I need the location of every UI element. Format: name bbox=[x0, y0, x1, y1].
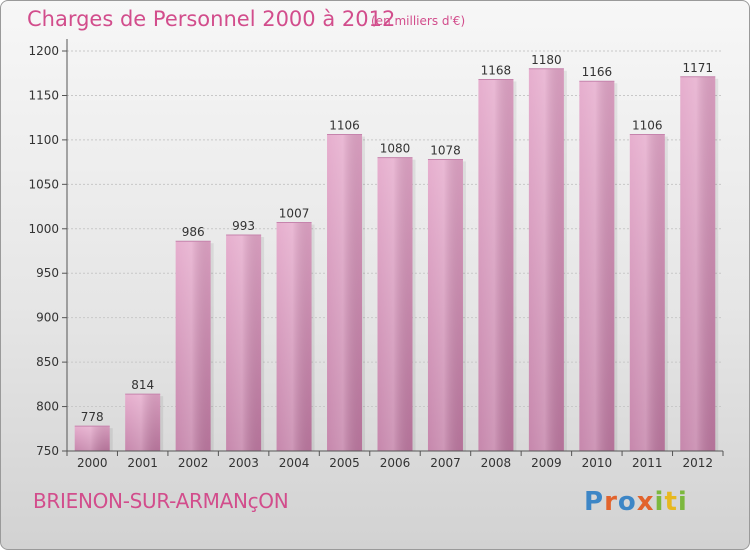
x-tick-label: 2006 bbox=[380, 456, 411, 470]
data-label: 1106 bbox=[329, 119, 360, 133]
data-label: 993 bbox=[232, 219, 255, 233]
bar-highlight bbox=[175, 241, 211, 451]
data-label: 1106 bbox=[632, 119, 663, 133]
x-tick-label: 2003 bbox=[228, 456, 259, 470]
data-label: 1171 bbox=[682, 61, 713, 75]
y-tick-label: 1100 bbox=[28, 133, 59, 147]
y-tick-label: 800 bbox=[36, 400, 59, 414]
y-tick-label: 1150 bbox=[28, 88, 59, 102]
y-tick-label: 1000 bbox=[28, 222, 59, 236]
data-label: 778 bbox=[81, 410, 104, 424]
y-tick-label: 850 bbox=[36, 355, 59, 369]
x-tick-label: 2009 bbox=[531, 456, 562, 470]
data-label: 814 bbox=[131, 378, 154, 392]
y-tick-label: 750 bbox=[36, 444, 59, 458]
x-tick-label: 2002 bbox=[178, 456, 209, 470]
y-tick-label: 950 bbox=[36, 266, 59, 280]
bar-highlight bbox=[528, 68, 564, 452]
bar-highlight bbox=[579, 81, 615, 451]
data-label: 1168 bbox=[481, 63, 512, 77]
x-tick-label: 2000 bbox=[77, 456, 108, 470]
x-tick-label: 2007 bbox=[430, 456, 461, 470]
chart-title: Charges de Personnel 2000 à 2012 bbox=[27, 7, 396, 31]
bar-highlight bbox=[680, 76, 716, 452]
bar-highlight bbox=[629, 134, 665, 452]
bar-highlight bbox=[226, 235, 262, 451]
x-tick-label: 2004 bbox=[279, 456, 310, 470]
chart-subtitle: (en milliers d'€) bbox=[371, 14, 466, 28]
x-tick-label: 2001 bbox=[127, 456, 158, 470]
data-label: 1166 bbox=[582, 65, 613, 79]
x-tick-label: 2005 bbox=[329, 456, 360, 470]
data-label: 1007 bbox=[279, 207, 310, 221]
bar-highlight bbox=[377, 157, 413, 451]
bar-highlight bbox=[74, 426, 110, 451]
y-tick-label: 1200 bbox=[28, 44, 59, 58]
x-tick-label: 2010 bbox=[582, 456, 613, 470]
bar-highlight bbox=[125, 394, 161, 451]
bar-highlight bbox=[427, 159, 463, 451]
y-tick-label: 900 bbox=[36, 311, 59, 325]
bar-highlight bbox=[478, 79, 514, 451]
y-tick-label: 1050 bbox=[28, 177, 59, 191]
bar-highlight bbox=[327, 134, 363, 452]
data-label: 1080 bbox=[380, 142, 411, 156]
proxiti-logo: Proxiti bbox=[584, 487, 688, 517]
x-tick-label: 2008 bbox=[481, 456, 512, 470]
x-tick-label: 2011 bbox=[632, 456, 663, 470]
bar-highlight bbox=[276, 222, 312, 451]
data-label: 1078 bbox=[430, 143, 461, 157]
data-label: 1180 bbox=[531, 53, 562, 67]
data-label: 986 bbox=[182, 225, 205, 239]
x-tick-label: 2012 bbox=[682, 456, 713, 470]
commune-name: BRIENON-SUR-ARMANçON bbox=[33, 489, 289, 513]
